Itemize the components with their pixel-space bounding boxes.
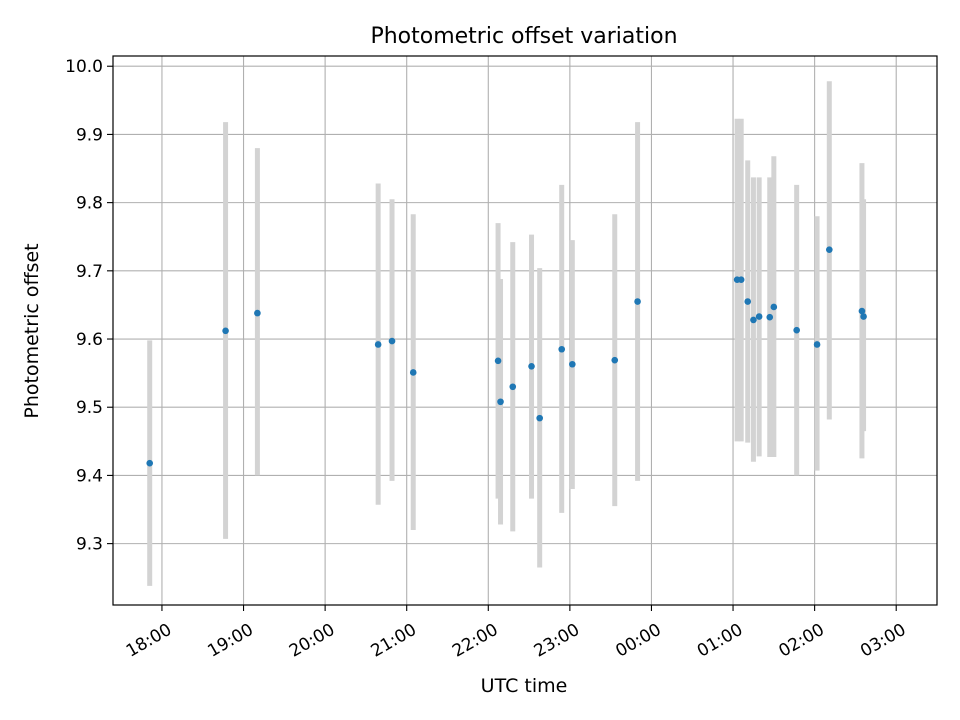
data-point	[860, 313, 867, 320]
y-tick-label: 9.9	[76, 125, 103, 145]
data-point	[611, 356, 619, 364]
data-point	[254, 309, 261, 317]
data-point	[558, 345, 566, 353]
data-point	[770, 303, 778, 311]
data-point	[494, 357, 502, 365]
data-point	[146, 459, 154, 467]
plot-frame	[112, 55, 938, 606]
data-point	[634, 298, 641, 305]
data-point	[755, 313, 763, 320]
y-tick-label: 10.0	[65, 57, 103, 77]
data-point	[222, 327, 229, 335]
data-point	[409, 369, 417, 376]
x-axis-label: UTC time	[481, 675, 568, 697]
data-point	[813, 341, 821, 348]
data-point	[766, 313, 774, 321]
data-point	[374, 341, 382, 348]
y-tick-label: 9.4	[76, 466, 103, 486]
data-point	[497, 398, 504, 406]
data-point	[569, 360, 576, 368]
data-point	[509, 383, 517, 391]
data-point	[793, 326, 800, 334]
data-point	[750, 316, 757, 324]
data-point	[528, 363, 535, 370]
y-tick-label: 9.7	[76, 262, 103, 282]
data-point	[858, 307, 866, 315]
y-axis-ticks: 9.3 9.4 9.5 9.6 9.7 9.8 9.9 10.0	[65, 57, 113, 555]
data-point	[744, 298, 752, 305]
data-point	[536, 414, 543, 422]
y-tick-label: 9.3	[76, 535, 103, 555]
chart-title: Photometric offset variation	[370, 24, 677, 49]
y-tick-label: 9.5	[76, 398, 103, 418]
data-points	[146, 246, 867, 467]
y-tick-label: 9.6	[76, 330, 103, 350]
data-point	[388, 337, 396, 345]
data-point	[826, 246, 833, 253]
data-point	[737, 276, 745, 283]
y-tick-label: 9.8	[76, 194, 103, 214]
y-axis-label: Photometric offset	[21, 243, 43, 418]
grid	[113, 56, 937, 605]
